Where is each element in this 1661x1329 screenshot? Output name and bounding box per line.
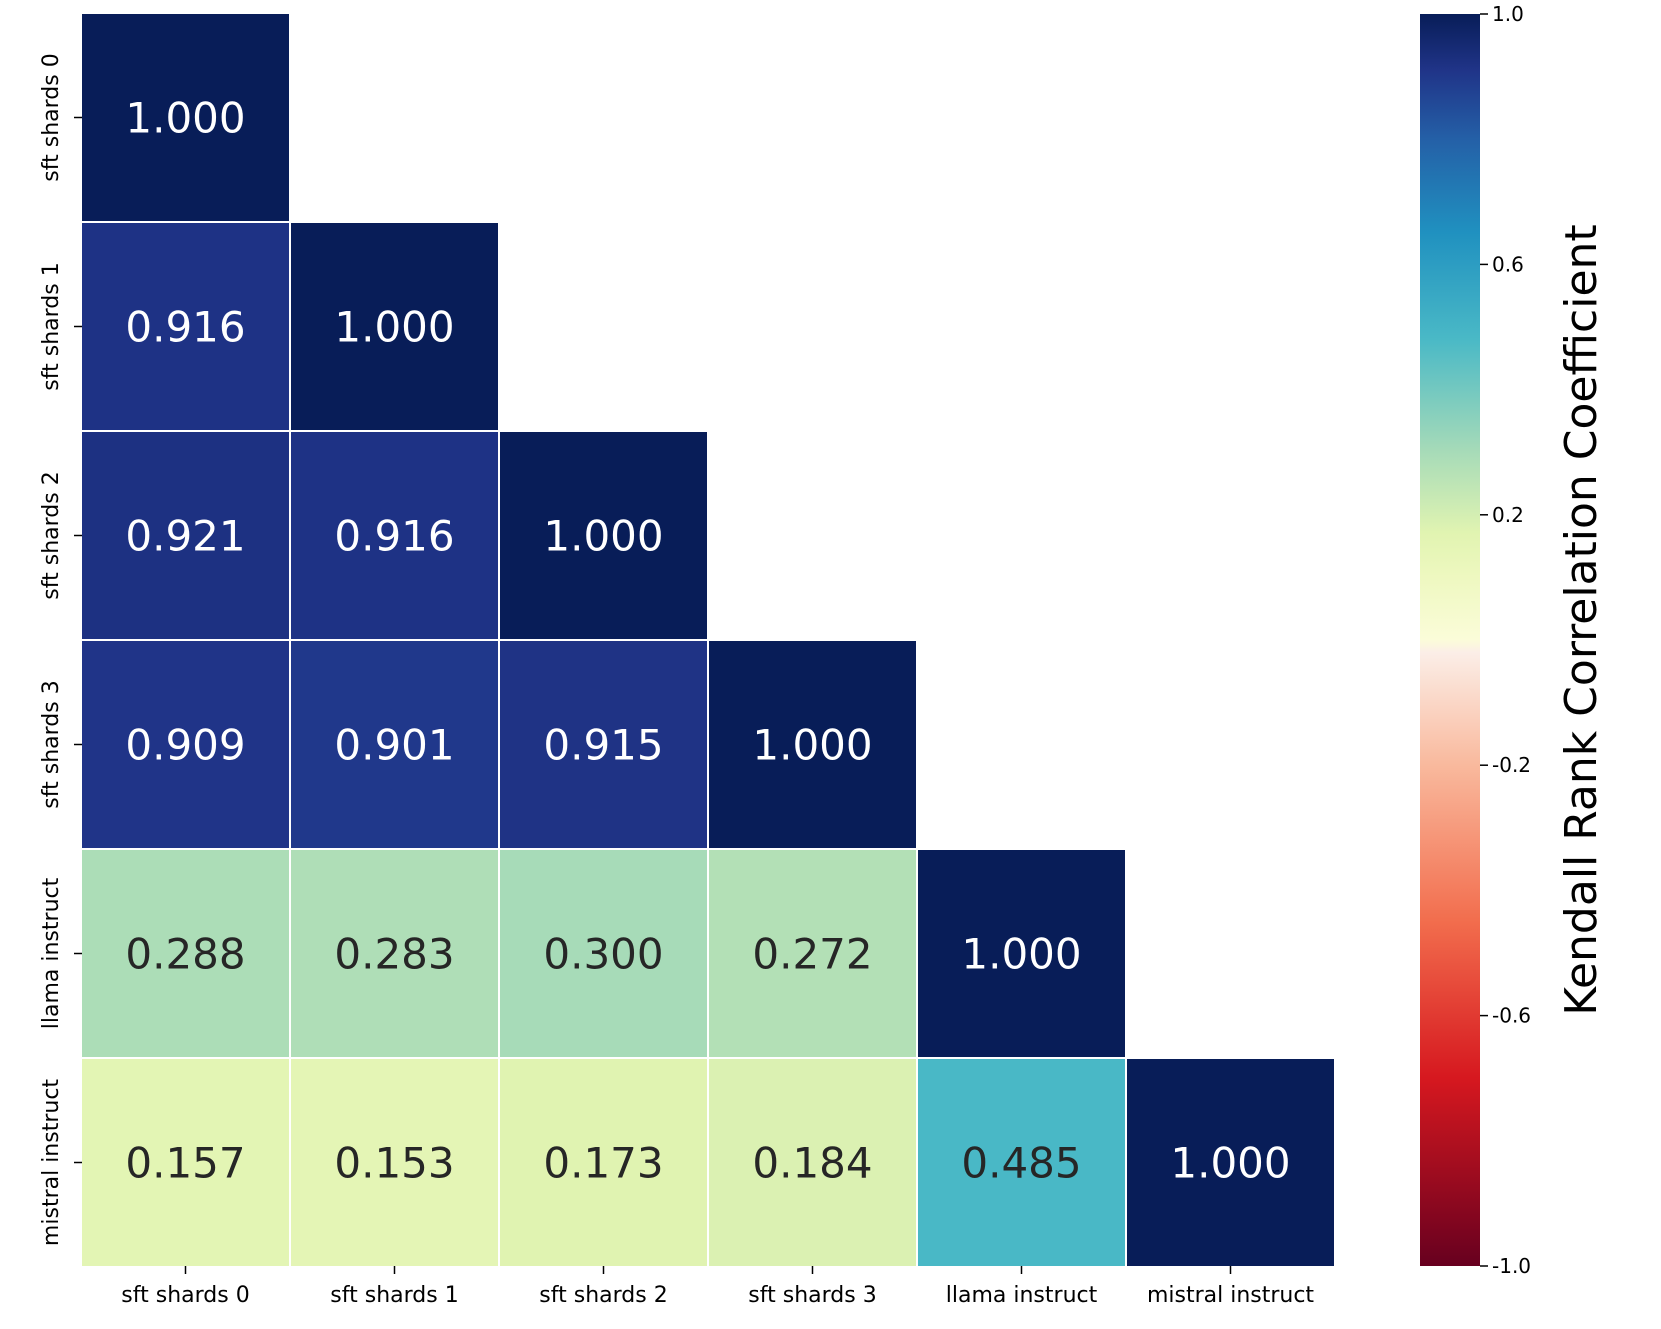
- colorbar-tick-label: -0.2: [1492, 753, 1531, 777]
- x-tick-label: sft shards 0: [121, 1283, 249, 1308]
- cell-value-label: 0.184: [752, 1139, 872, 1188]
- y-tick-label: sft shards 3: [39, 680, 64, 808]
- cell-value-label: 1.000: [961, 930, 1081, 979]
- cell-value-label: 0.901: [334, 721, 454, 770]
- x-tick-label: mistral instruct: [1147, 1283, 1314, 1308]
- cell-value-label: 1.000: [125, 94, 245, 143]
- x-axis: sft shards 0 sft shards 1 sft shards 2 sft …: [121, 1266, 1314, 1308]
- heatmap-cell: [709, 641, 916, 848]
- heatmap-cell: [291, 641, 498, 848]
- cell-value-label: 1.000: [543, 512, 663, 561]
- cell-value-label: 0.173: [543, 1139, 663, 1188]
- heatmap-cell: [500, 432, 707, 639]
- heatmap-cell: [709, 1059, 916, 1266]
- y-tick-label: sft shards 0: [39, 53, 64, 181]
- cell-value-label: 0.153: [334, 1139, 454, 1188]
- colorbar-tick-label: 0.6: [1492, 252, 1524, 276]
- x-tick-label: sft shards 3: [748, 1283, 876, 1308]
- heatmap-cell: [291, 432, 498, 639]
- heatmap-cell: [82, 223, 289, 430]
- heatmap-cell: [82, 432, 289, 639]
- cell-value-label: 0.283: [334, 930, 454, 979]
- cell-value-label: 1.000: [752, 721, 872, 770]
- y-tick-label: sft shards 2: [39, 471, 64, 599]
- heatmap-cell: [1127, 1059, 1334, 1266]
- heatmap-cell: [82, 1059, 289, 1266]
- cell-value-label: 0.916: [334, 512, 454, 561]
- cell-value-label: 0.921: [125, 512, 245, 561]
- cell-value-label: 0.288: [125, 930, 245, 979]
- heatmap-cell: [82, 14, 289, 221]
- y-tick-label: mistral instruct: [39, 1079, 64, 1246]
- cell-value-label: 0.272: [752, 930, 872, 979]
- heatmap-cell: [291, 1059, 498, 1266]
- heatmap-cell: [82, 641, 289, 848]
- heatmap-cell: [500, 850, 707, 1057]
- cell-value-label: 1.000: [334, 303, 454, 352]
- colorbar-tick-label: 1.0: [1492, 2, 1524, 26]
- colorbar-tick-label: -1.0: [1492, 1254, 1531, 1278]
- colorbar-gradient: [1420, 14, 1480, 1266]
- x-tick-label: llama instruct: [946, 1283, 1098, 1308]
- colorbar-tick-label: -0.6: [1492, 1004, 1531, 1028]
- heatmap-cell: [709, 850, 916, 1057]
- x-tick-label: sft shards 2: [539, 1283, 667, 1308]
- colorbar-label: Kendall Rank Correlation Coefficient: [1556, 224, 1607, 1015]
- colorbar-tick-label: 0.2: [1492, 503, 1524, 527]
- y-tick-label: sft shards 1: [39, 262, 64, 390]
- x-tick-label: sft shards 1: [330, 1283, 458, 1308]
- cell-value-label: 0.485: [961, 1139, 1081, 1188]
- colorbar-ticks: 1.0 0.6 0.2 -0.2 -0.6 -1.0: [1480, 2, 1531, 1278]
- colorbar: 1.0 0.6 0.2 -0.2 -0.6 -1.0 Kendall Rank Corre…: [1420, 2, 1607, 1278]
- cell-value-label: 0.915: [543, 721, 663, 770]
- heatmap-cells: 1.000 0.916 1.000 0.921 0.916 1.000 0.909 0.901…: [82, 14, 1334, 1266]
- heatmap-cell: [500, 1059, 707, 1266]
- heatmap-cell: [291, 850, 498, 1057]
- cell-value-label: 1.000: [1170, 1139, 1290, 1188]
- heatmap-cell: [918, 1059, 1125, 1266]
- heatmap-cell: [82, 850, 289, 1057]
- heatmap-cell: [291, 223, 498, 430]
- cell-value-label: 0.157: [125, 1139, 245, 1188]
- cell-value-label: 0.909: [125, 721, 245, 770]
- y-axis: sft shards 0 sft shards 1 sft shards 2 sft …: [39, 53, 82, 1246]
- cell-value-label: 0.300: [543, 930, 663, 979]
- heatmap-cell: [918, 850, 1125, 1057]
- y-tick-label: llama instruct: [39, 877, 64, 1029]
- heatmap-cell: [500, 641, 707, 848]
- cell-value-label: 0.916: [125, 303, 245, 352]
